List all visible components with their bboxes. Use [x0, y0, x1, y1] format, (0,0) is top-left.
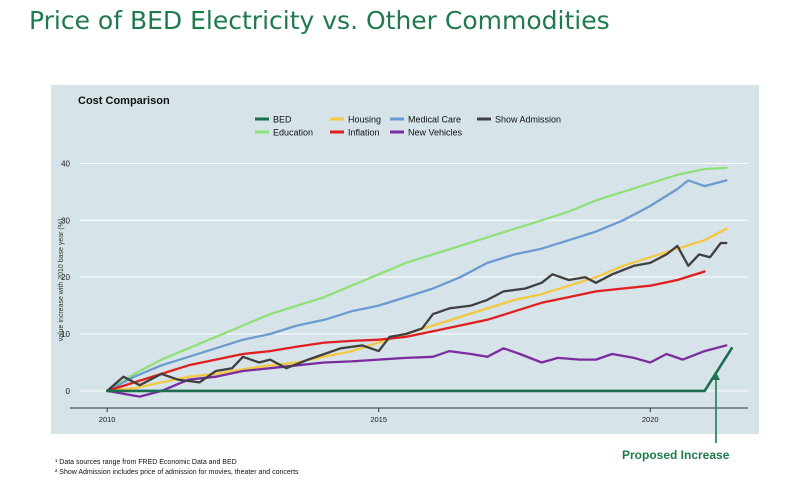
- series-line-show-admission: [106, 241, 728, 393]
- legend-label: Inflation: [348, 128, 380, 138]
- legend-item-medical-care: Medical Care: [390, 115, 461, 125]
- series-line-new-vehicles: [106, 344, 728, 398]
- x-tick-label: 2020: [642, 415, 659, 424]
- series-line-medical-care: [106, 179, 728, 393]
- y-tick-label: 0: [66, 387, 71, 396]
- footnote-1: ¹ Data sources range from FRED Economic …: [55, 459, 237, 466]
- y-tick-label: 10: [61, 330, 70, 339]
- y-axis-label: value increase with 2010 base year (%): [58, 219, 65, 342]
- chart-title: Cost Comparison: [78, 95, 170, 107]
- legend-item-education: Education: [255, 128, 313, 138]
- footnote-2: ² Show Admission includes price of admis…: [55, 469, 299, 476]
- legend-item-show-admission: Show Admission: [477, 115, 561, 125]
- legend-label: New Vehicles: [408, 128, 463, 138]
- x-tick-label: 2010: [99, 415, 116, 424]
- legend: BED Housing Medical Care Show Admission Educ…: [255, 115, 561, 138]
- chart-panel: [51, 85, 759, 434]
- legend-label: Show Admission: [495, 115, 561, 125]
- legend-item-new-vehicles: New Vehicles: [390, 128, 463, 138]
- y-tick-label: 40: [61, 159, 70, 168]
- series-group: [105, 166, 733, 398]
- y-tick-label: 20: [61, 273, 70, 282]
- series-line-inflation: [106, 270, 706, 393]
- legend-item-housing: Housing: [330, 115, 381, 125]
- proposed-increase-arrow: [712, 372, 720, 443]
- legend-item-bed: BED: [255, 115, 292, 125]
- x-axis: 2010 2015 2020: [70, 407, 748, 424]
- legend-label: Medical Care: [408, 115, 461, 125]
- legend-label: BED: [273, 115, 292, 125]
- legend-label: Housing: [348, 115, 381, 125]
- slide-title: Price of BED Electricity vs. Other Commo…: [29, 6, 610, 35]
- series-line-education: [106, 166, 728, 393]
- arrow-head: [712, 372, 720, 380]
- proposed-increase-label: Proposed Increase: [622, 448, 730, 462]
- legend-item-inflation: Inflation: [330, 128, 380, 138]
- y-tick-label: 30: [61, 216, 70, 225]
- x-tick-label: 2015: [370, 415, 387, 424]
- series-line-bed: [105, 347, 733, 393]
- legend-label: Education: [273, 128, 313, 138]
- y-axis: 0 10 20 30 40: [61, 159, 70, 396]
